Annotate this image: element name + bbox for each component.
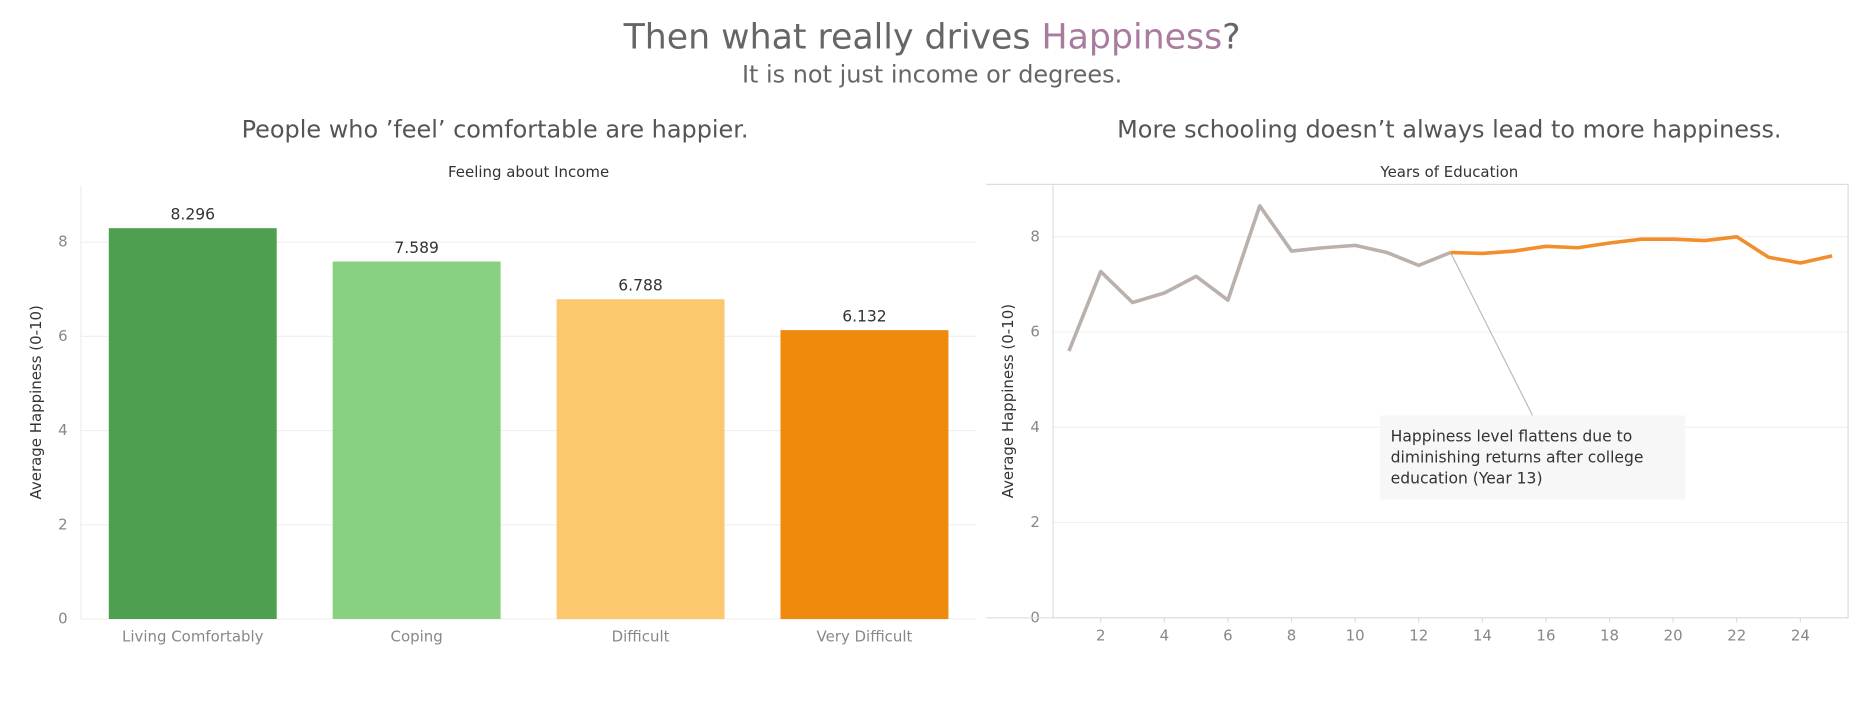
line-series — [1450, 234, 1833, 265]
line-series — [1067, 204, 1452, 352]
x-axis-title: Years of Education — [1379, 163, 1518, 181]
page-title: Then what really drives Happiness? — [623, 17, 1241, 57]
x-tick-label: 20 — [1664, 626, 1683, 644]
x-tick-label: 24 — [1791, 626, 1810, 644]
y-tick-label: 8 — [1030, 227, 1040, 245]
x-tick-label: 6 — [1223, 626, 1233, 644]
y-axis-title: Average Happiness (0-10) — [27, 305, 45, 499]
chart-title: People who ’feel’ comfortable are happie… — [242, 116, 749, 144]
annotation-text: diminishing returns after college — [1391, 448, 1644, 466]
y-tick-label: 4 — [58, 421, 68, 439]
bar — [556, 299, 725, 620]
x-tick-label: 12 — [1409, 626, 1428, 644]
x-tick-label: 2 — [1096, 626, 1106, 644]
x-tick-label: 22 — [1727, 626, 1746, 644]
x-axis-title: Feeling about Income — [448, 163, 609, 181]
x-tick-label: 8 — [1287, 626, 1297, 644]
data-label: 6.788 — [618, 277, 663, 295]
x-tick-label: 10 — [1346, 626, 1365, 644]
x-tick-label: Coping — [391, 627, 443, 645]
x-tick-label: 14 — [1473, 626, 1492, 644]
data-label: 8.296 — [170, 206, 215, 224]
x-tick-label: 4 — [1160, 626, 1170, 644]
y-tick-label: 4 — [1030, 418, 1040, 436]
x-tick-label: Very Difficult — [817, 627, 913, 645]
x-tick-label: 18 — [1600, 626, 1619, 644]
x-tick-label: Difficult — [612, 627, 670, 645]
y-tick-label: 2 — [1030, 513, 1040, 531]
subtitle: It is not just income or degrees. — [742, 60, 1122, 88]
title-text: ? — [1222, 17, 1240, 57]
title-text: Then what really drives — [623, 17, 1042, 57]
y-tick-label: 8 — [58, 233, 68, 251]
title-highlight: Happiness — [1042, 17, 1223, 57]
x-tick-label: Living Comfortably — [122, 627, 264, 645]
annotation-box — [1379, 415, 1686, 500]
x-tick-label: 16 — [1536, 626, 1555, 644]
data-label: 7.589 — [394, 239, 439, 257]
data-label: 6.132 — [842, 307, 887, 325]
annotation-text: education (Year 13) — [1391, 469, 1543, 487]
y-axis-title: Average Happiness (0-10) — [999, 304, 1017, 498]
bar — [780, 330, 949, 620]
y-tick-label: 6 — [1030, 323, 1040, 341]
plot-border — [1052, 183, 1849, 619]
chart-title: More schooling doesn’t always lead to mo… — [1117, 116, 1781, 144]
bar — [332, 261, 501, 620]
y-tick-label: 2 — [58, 515, 68, 533]
annotation-connector — [1450, 252, 1534, 416]
y-tick-label: 0 — [58, 610, 68, 628]
bar — [108, 228, 277, 620]
annotation-text: Happiness level flattens due to — [1391, 428, 1633, 446]
y-tick-label: 6 — [58, 327, 68, 345]
